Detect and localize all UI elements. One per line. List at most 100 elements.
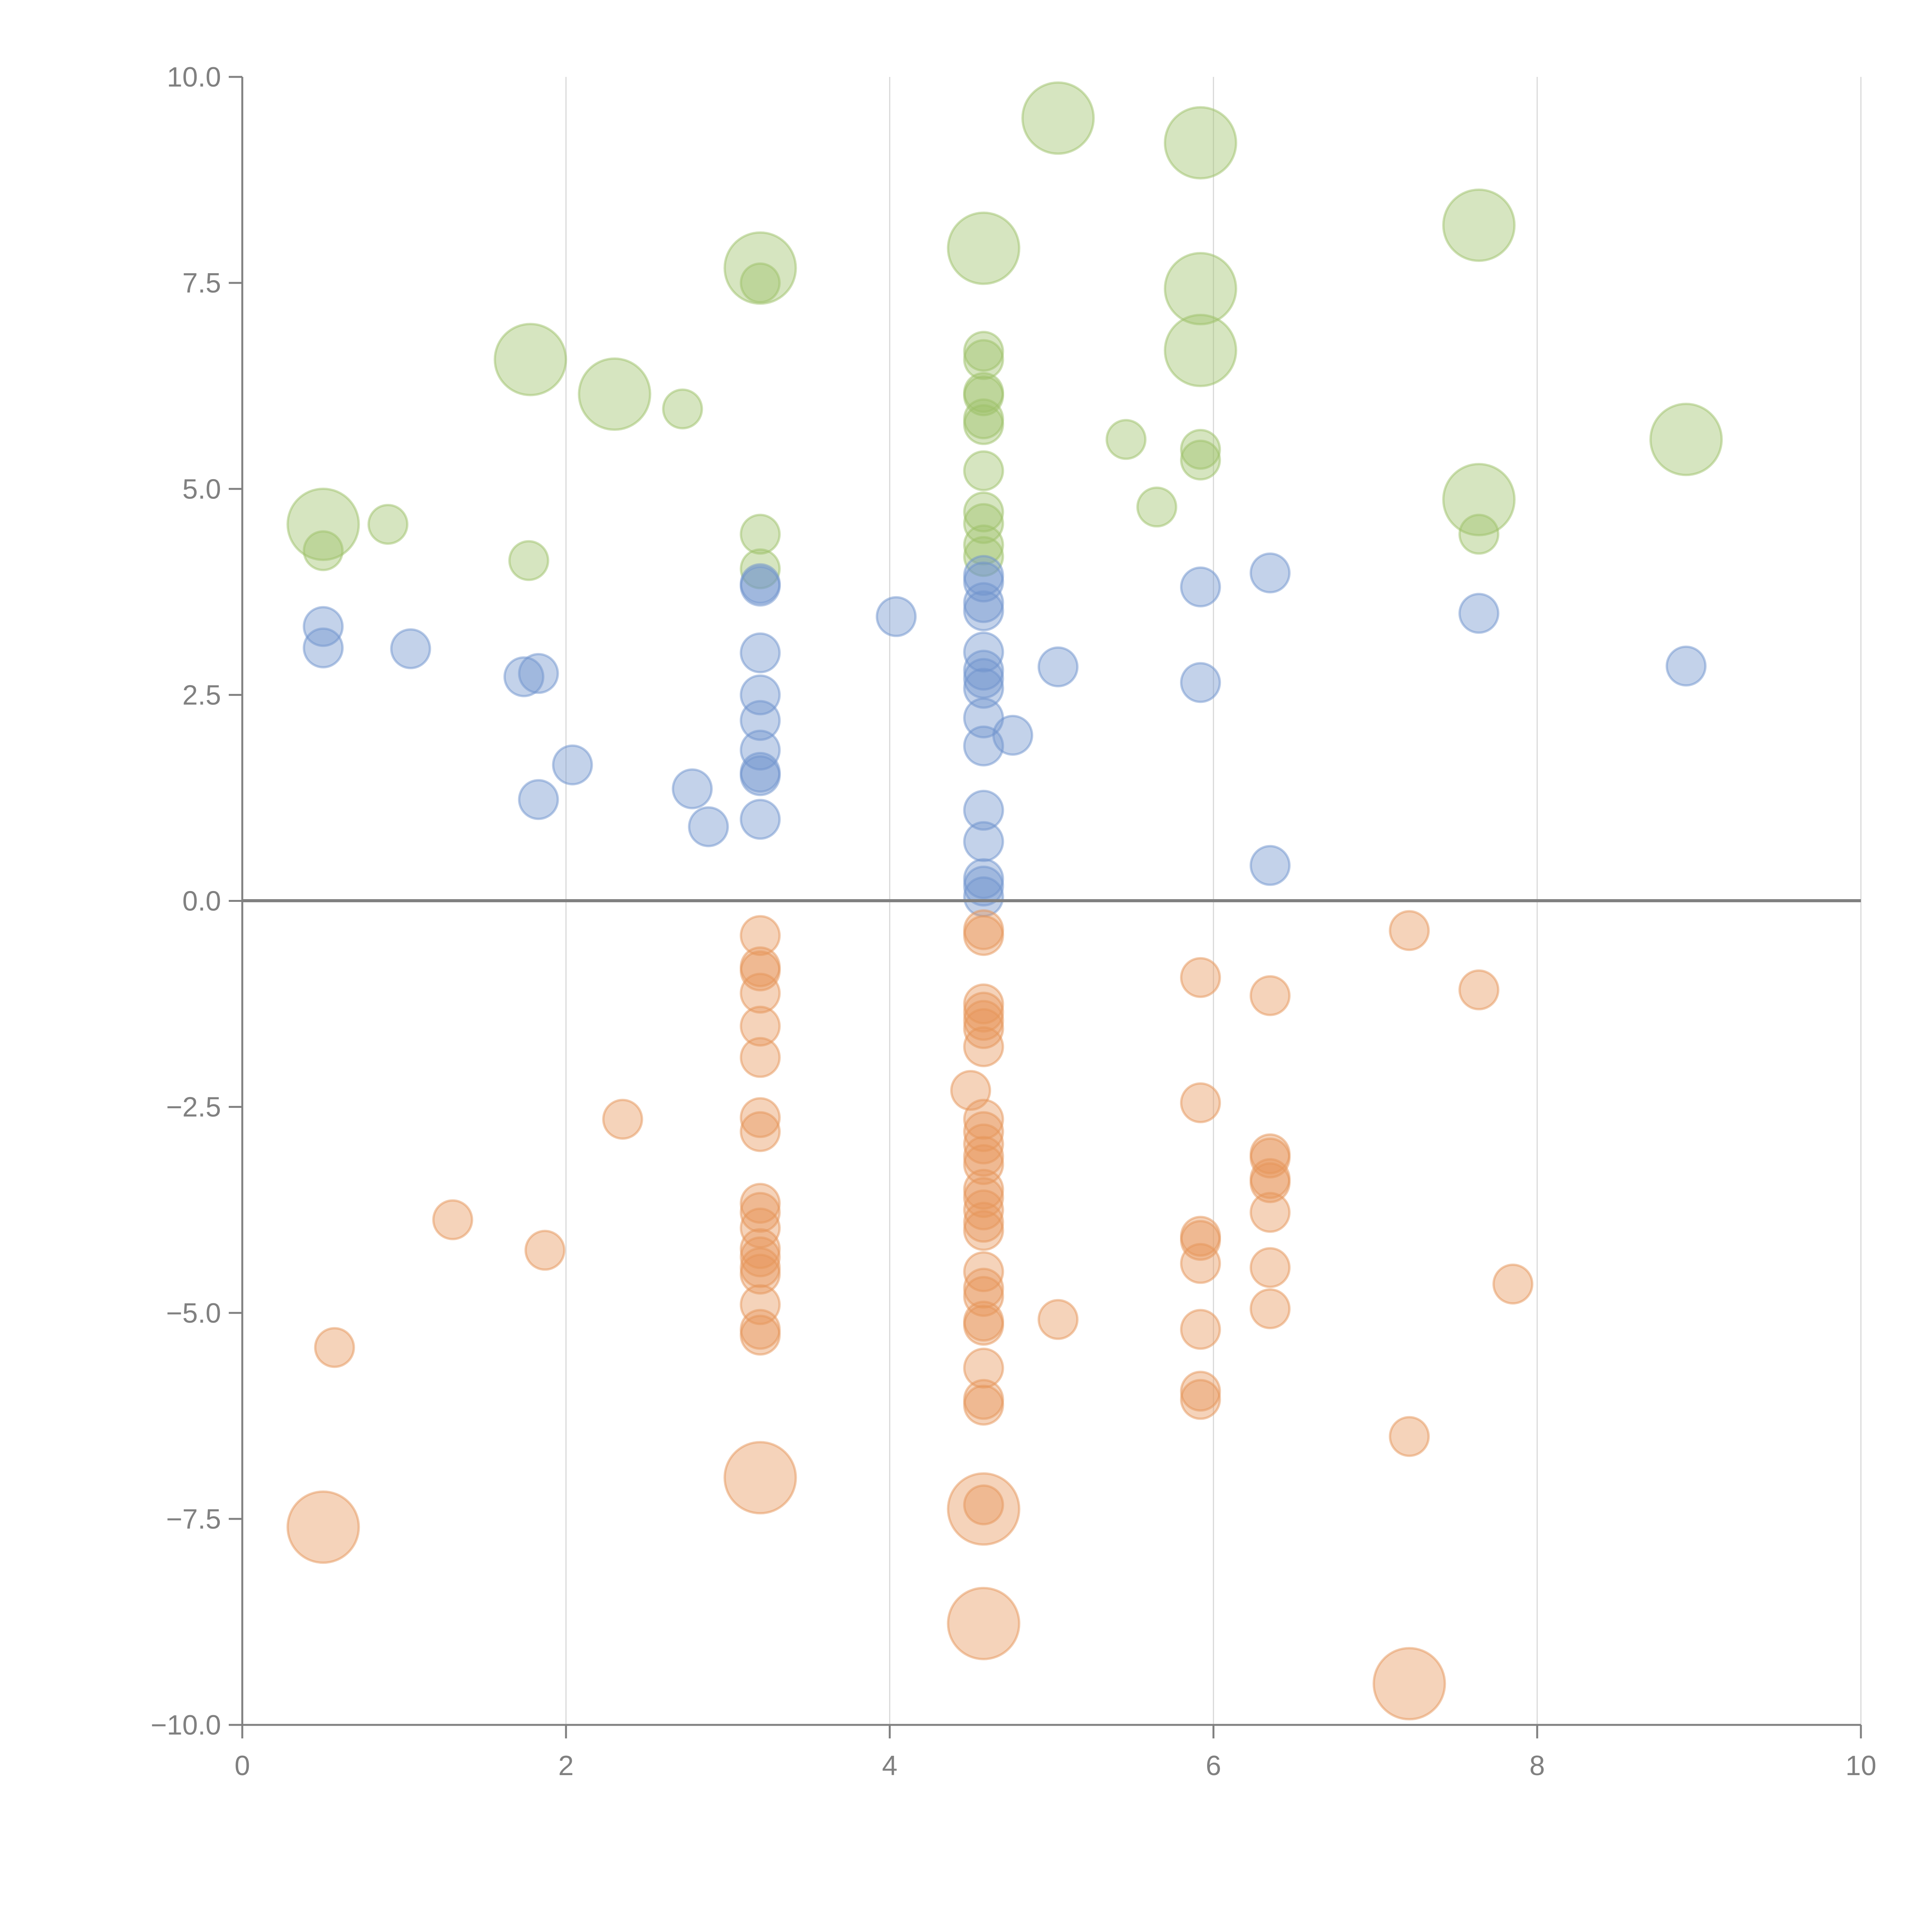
data-point-orange[interactable] [1492, 1264, 1534, 1305]
data-point-orange[interactable] [963, 1189, 1004, 1231]
data-point-green[interactable] [963, 339, 1004, 380]
data-point-orange[interactable] [963, 1276, 1004, 1317]
data-point-green[interactable] [1105, 419, 1147, 460]
data-point-blue[interactable] [688, 806, 729, 847]
data-point-blue[interactable] [1665, 645, 1707, 687]
data-point-green[interactable] [1163, 106, 1237, 180]
data-point-orange[interactable] [963, 1144, 1004, 1185]
data-point-orange[interactable] [963, 1484, 1004, 1526]
data-point-blue[interactable] [963, 866, 1004, 907]
data-point-blue[interactable] [390, 628, 431, 669]
data-point-blue[interactable] [1180, 566, 1221, 608]
data-point-orange[interactable] [432, 1199, 473, 1240]
data-point-orange[interactable] [947, 1587, 1020, 1660]
data-point-orange[interactable] [1180, 1082, 1221, 1123]
data-point-blue[interactable] [1037, 646, 1079, 687]
data-point-green[interactable] [493, 323, 567, 396]
data-point-green[interactable] [963, 491, 1004, 532]
data-point-green[interactable] [1442, 463, 1516, 536]
data-point-orange[interactable] [963, 1347, 1004, 1389]
data-point-orange[interactable] [963, 1210, 1004, 1251]
data-point-orange[interactable] [740, 1192, 781, 1233]
data-point-blue[interactable] [1250, 845, 1291, 886]
data-point-orange[interactable] [1180, 957, 1221, 998]
data-point-orange[interactable] [740, 1183, 781, 1224]
data-point-orange[interactable] [963, 1123, 1004, 1165]
data-point-green[interactable] [1136, 486, 1177, 528]
data-point-orange[interactable] [740, 1005, 781, 1047]
data-point-orange[interactable] [1250, 1192, 1291, 1233]
data-point-blue[interactable] [740, 700, 781, 741]
data-point-orange[interactable] [740, 1111, 781, 1152]
data-point-orange[interactable] [1250, 1137, 1291, 1179]
data-point-blue[interactable] [740, 755, 781, 796]
data-point-green[interactable] [1021, 81, 1095, 155]
data-point-orange[interactable] [963, 1251, 1004, 1293]
data-point-orange[interactable] [963, 1304, 1004, 1346]
data-point-orange[interactable] [1458, 969, 1500, 1010]
data-point-orange[interactable] [1250, 1247, 1291, 1288]
data-point-orange[interactable] [963, 1177, 1004, 1218]
data-point-blue[interactable] [963, 668, 1004, 709]
data-point-blue[interactable] [518, 779, 559, 820]
data-point-green[interactable] [1180, 439, 1221, 481]
data-point-orange[interactable] [963, 1099, 1004, 1140]
data-point-blue[interactable] [740, 632, 781, 673]
data-point-blue[interactable] [992, 714, 1033, 756]
data-point-blue[interactable] [963, 590, 1004, 631]
data-point-blue[interactable] [876, 596, 917, 637]
data-point-blue[interactable] [963, 789, 1004, 831]
data-point-green[interactable] [723, 231, 797, 305]
data-point-orange[interactable] [947, 1472, 1020, 1546]
data-point-orange[interactable] [723, 1441, 797, 1515]
data-point-green[interactable] [1163, 313, 1237, 387]
data-point-blue[interactable] [503, 656, 544, 697]
data-point-orange[interactable] [314, 1327, 355, 1368]
data-point-green[interactable] [662, 388, 703, 430]
data-point-blue[interactable] [303, 627, 344, 668]
data-point-blue[interactable] [963, 561, 1004, 603]
data-point-orange[interactable] [740, 1253, 781, 1295]
data-point-orange[interactable] [1250, 1162, 1291, 1203]
data-point-green[interactable] [963, 503, 1004, 544]
data-point-orange[interactable] [740, 973, 781, 1014]
data-point-green[interactable] [963, 524, 1004, 566]
data-point-blue[interactable] [740, 565, 781, 607]
data-point-orange[interactable] [963, 1026, 1004, 1067]
data-point-orange[interactable] [963, 915, 1004, 956]
data-point-green[interactable] [508, 540, 549, 581]
data-point-green[interactable] [367, 503, 409, 545]
data-point-green[interactable] [740, 262, 781, 304]
data-point-green[interactable] [963, 404, 1004, 445]
data-point-orange[interactable] [963, 1111, 1004, 1152]
data-point-orange[interactable] [963, 1008, 1004, 1049]
data-point-green[interactable] [963, 375, 1004, 417]
data-point-orange[interactable] [1372, 1647, 1446, 1721]
data-point-green[interactable] [947, 211, 1020, 285]
data-point-green[interactable] [1649, 403, 1723, 476]
data-point-orange[interactable] [740, 1236, 781, 1277]
data-point-green[interactable] [303, 530, 344, 571]
data-point-orange[interactable] [1389, 910, 1430, 951]
data-point-green[interactable] [1458, 514, 1500, 555]
data-point-orange[interactable] [1180, 1243, 1221, 1284]
data-point-orange[interactable] [1250, 975, 1291, 1016]
data-point-blue[interactable] [303, 606, 344, 647]
data-point-green[interactable] [963, 450, 1004, 492]
data-point-orange[interactable] [286, 1490, 360, 1564]
data-point-orange[interactable] [1180, 1379, 1221, 1420]
data-point-green[interactable] [1180, 429, 1221, 470]
data-point-orange[interactable] [602, 1099, 643, 1140]
data-point-green[interactable] [578, 357, 651, 431]
data-point-orange[interactable] [1250, 1288, 1291, 1330]
data-point-blue[interactable] [1458, 593, 1500, 634]
data-point-orange[interactable] [740, 1097, 781, 1138]
data-point-blue[interactable] [518, 653, 559, 694]
data-point-orange[interactable] [524, 1230, 566, 1271]
data-point-orange[interactable] [740, 1284, 781, 1325]
data-point-blue[interactable] [740, 799, 781, 840]
data-point-green[interactable] [1163, 252, 1237, 326]
data-point-orange[interactable] [1180, 1309, 1221, 1350]
data-point-orange[interactable] [740, 1315, 781, 1356]
data-point-green[interactable] [740, 514, 781, 555]
